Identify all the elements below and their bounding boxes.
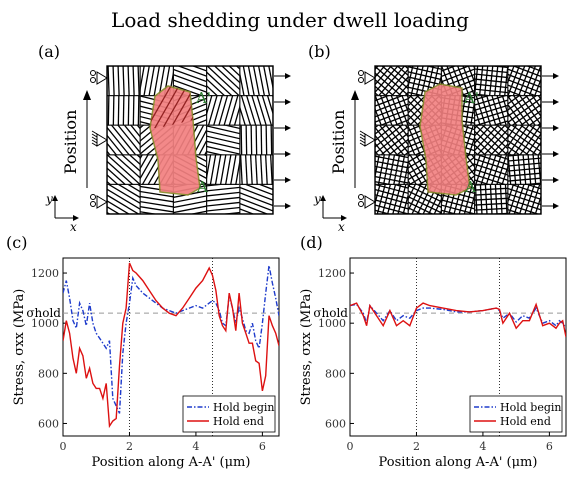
y-tick-label: 1200 bbox=[318, 267, 346, 280]
y-tick-label: 800 bbox=[38, 367, 59, 380]
grain bbox=[507, 154, 541, 185]
grain bbox=[107, 125, 141, 155]
grain bbox=[474, 95, 508, 126]
legend-entry: Hold begin bbox=[213, 401, 274, 414]
grain bbox=[107, 154, 141, 185]
load-arrows-a bbox=[274, 73, 291, 209]
x-tick-label: 0 bbox=[60, 440, 67, 453]
axis-x-label-a: x bbox=[70, 220, 77, 234]
grain bbox=[206, 125, 240, 155]
roller-support bbox=[358, 194, 376, 209]
grain bbox=[140, 66, 174, 96]
coordinate-axes-a: y x bbox=[45, 192, 79, 234]
grain bbox=[507, 125, 541, 155]
grain bbox=[375, 66, 409, 96]
x-tick-label: 4 bbox=[479, 440, 486, 453]
panel-label-c: (c) bbox=[6, 233, 27, 252]
y-axis-label: Stress, σxx (MPa) bbox=[12, 289, 27, 406]
grain bbox=[239, 66, 273, 96]
data-area bbox=[350, 302, 566, 338]
grain bbox=[107, 66, 141, 96]
point-a-a: A bbox=[196, 178, 208, 196]
y-tick-label: 1200 bbox=[31, 267, 59, 280]
grain bbox=[375, 125, 409, 155]
panel-label-d: (d) bbox=[300, 233, 323, 252]
grain bbox=[206, 95, 240, 126]
highlight-region-b bbox=[419, 83, 471, 196]
coordinate-axes-b: y x bbox=[313, 192, 347, 234]
x-tick-label: 2 bbox=[413, 440, 420, 453]
grain bbox=[206, 184, 240, 214]
position-label-a: Position bbox=[61, 110, 80, 175]
x-tick-label: 6 bbox=[259, 440, 266, 453]
panel-label-b: (b) bbox=[308, 42, 331, 61]
grain bbox=[474, 125, 508, 155]
grain bbox=[140, 184, 174, 214]
x-tick-label: 4 bbox=[192, 440, 199, 453]
position-label-b: Position bbox=[329, 110, 348, 175]
legend-box bbox=[469, 395, 563, 433]
y-tick-label: 800 bbox=[325, 367, 346, 380]
legend-entry: Hold begin bbox=[500, 401, 561, 414]
supports-b bbox=[358, 70, 376, 209]
grain bbox=[474, 66, 508, 96]
grain bbox=[474, 184, 508, 214]
grain bbox=[375, 154, 409, 185]
reference-line-label: σhold bbox=[313, 306, 348, 320]
legend-box bbox=[182, 395, 276, 433]
point-a-prime-a: A' bbox=[195, 89, 211, 107]
figure-title: Load shedding under dwell loading bbox=[111, 8, 469, 32]
point-a-b: A bbox=[464, 178, 476, 196]
series-line-hold-begin bbox=[63, 265, 279, 414]
grain bbox=[239, 125, 273, 155]
axis-x-label-b: x bbox=[338, 220, 345, 234]
roller-support bbox=[90, 70, 108, 85]
fixed-support bbox=[91, 130, 108, 147]
grain bbox=[107, 184, 141, 214]
schematic-a: A' A bbox=[90, 65, 291, 215]
chart-d: 0 2 4 6 600 800 1000 1200 σhold Position along A-… bbox=[299, 257, 567, 470]
series-line-hold-end bbox=[63, 262, 279, 429]
x-tick-label: 0 bbox=[347, 440, 354, 453]
x-axis-label: Position along A-A' (μm) bbox=[379, 455, 538, 470]
supports-a bbox=[90, 70, 108, 209]
legend-entry: Hold end bbox=[500, 415, 551, 428]
y-tick-label: 600 bbox=[38, 417, 59, 430]
panel-label-a: (a) bbox=[38, 42, 60, 61]
data-area bbox=[63, 262, 279, 429]
y-tick-label: 1000 bbox=[31, 317, 59, 330]
position-indicator-a: Position bbox=[61, 90, 91, 188]
grain bbox=[239, 95, 273, 126]
x-axis-label: Position along A-A' (μm) bbox=[92, 455, 251, 470]
axis-y-label-b: y bbox=[313, 192, 321, 206]
grain bbox=[239, 154, 273, 185]
position-indicator-b: Position bbox=[329, 90, 359, 188]
roller-support bbox=[358, 70, 376, 85]
grain bbox=[239, 184, 273, 214]
grain bbox=[107, 95, 141, 126]
grain bbox=[474, 154, 508, 185]
y-axis-label: Stress, σxx (MPa) bbox=[299, 289, 314, 406]
load-arrows-b bbox=[542, 73, 559, 209]
reference-line-label: σhold bbox=[26, 306, 61, 320]
legend-entry: Hold end bbox=[213, 415, 264, 428]
x-tick-label: 2 bbox=[126, 440, 133, 453]
roller-support bbox=[90, 194, 108, 209]
grain bbox=[375, 95, 409, 126]
series-line-hold-end bbox=[350, 302, 566, 338]
grain bbox=[206, 154, 240, 185]
y-tick-label: 1000 bbox=[318, 317, 346, 330]
schematic-b: A' A bbox=[358, 65, 559, 215]
grain bbox=[507, 66, 541, 96]
x-tick-label: 6 bbox=[546, 440, 553, 453]
y-tick-label: 600 bbox=[325, 417, 346, 430]
grain bbox=[375, 184, 409, 214]
axis-y-label-a: y bbox=[45, 192, 53, 206]
chart-c: 0 2 4 6 600 800 1000 1200 σhold Position along A-… bbox=[12, 257, 280, 470]
fixed-support bbox=[359, 130, 376, 147]
point-a-prime-b: A' bbox=[463, 89, 479, 107]
